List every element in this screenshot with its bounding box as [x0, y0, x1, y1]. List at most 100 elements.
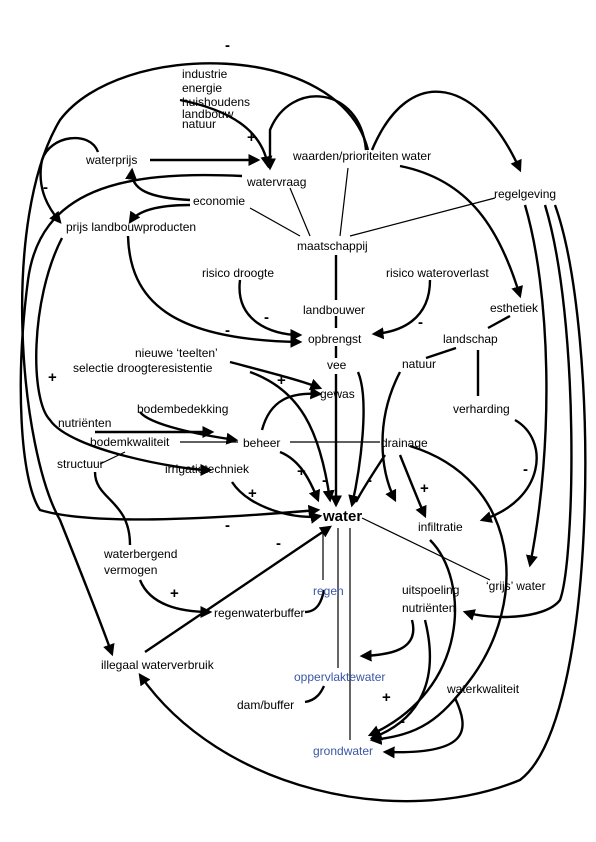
node-nutrienten-uitspoeling[interactable]: nutriënten [402, 601, 455, 615]
node-landbouw[interactable]: landbouw [182, 107, 234, 121]
node-waterbergend[interactable]: waterbergend [103, 547, 177, 561]
node-grondwater[interactable]: grondwater [313, 744, 373, 758]
edge-prijs-water [35, 237, 213, 476]
edge-waterkwaliteit-grondwater [382, 697, 464, 759]
node-esthetiek[interactable]: esthetiek [490, 301, 539, 315]
node-regelgeving[interactable]: regelgeving [494, 187, 556, 201]
edge-teelten-gewas [229, 360, 323, 391]
edge-drainage-water [354, 454, 387, 503]
edge-waarden-watervraag [264, 95, 368, 171]
edge-beheer-gewas [260, 387, 323, 431]
edge-beheer-water [279, 450, 321, 503]
sign-droogte-2: - [264, 309, 269, 326]
sign-verharding: - [523, 461, 528, 478]
edge-overlast-opbrengst [371, 279, 432, 340]
node-energie[interactable]: energie [182, 81, 222, 95]
node-watervraag[interactable]: watervraag [246, 175, 306, 189]
node-water[interactable]: water [322, 508, 362, 525]
edge-infiltratie-grondwater [367, 539, 457, 737]
node-structuur[interactable]: structuur [57, 457, 104, 471]
node-regenwaterbuffer[interactable]: regenwaterbuffer [214, 606, 305, 620]
edge-gewas-water [348, 371, 365, 508]
node-maatschappij[interactable]: maatschappij [297, 239, 368, 253]
node-opbrengst[interactable]: opbrengst [308, 332, 362, 346]
node-irrigatietechniek[interactable]: irrigatietechniek [165, 462, 250, 476]
node-industrie[interactable]: industrie [182, 67, 228, 81]
edge-bodembedekking-beheer [139, 411, 239, 445]
node-illegaal-waterverbruik[interactable]: illegaal waterverbruik [101, 658, 215, 672]
node-risico-wateroverlast[interactable]: risico wateroverlast [386, 266, 489, 280]
edge-economie-waterprijs [125, 167, 191, 202]
node-selectie-droogteresistentie[interactable]: selectie droogteresistentie [73, 361, 213, 375]
node-natuur-top[interactable]: natuur [182, 117, 216, 131]
edges [19, 62, 587, 803]
node-nieuwe-teelten[interactable]: nieuwe ‘teelten’ [135, 346, 218, 360]
node-bodemkwaliteit[interactable]: bodemkwaliteit [90, 435, 170, 449]
edge-regelgeving-grijs [523, 204, 548, 568]
node-uitspoeling[interactable]: uitspoeling [402, 583, 459, 597]
node-waterprijs[interactable]: waterprijs [85, 153, 137, 167]
edge-watervraag-water [19, 173, 321, 521]
nodes: industrie energie huishoudens landbouw n… [57, 67, 556, 758]
edge-regelgeving-nutrienten [462, 204, 573, 621]
sign-beheer-water: + [297, 463, 306, 480]
node-bodembedekking[interactable]: bodembedekking [137, 402, 228, 416]
sign-top: - [225, 37, 230, 54]
edge-watervraag-maatschappij [289, 187, 311, 237]
node-economie[interactable]: economie [193, 194, 245, 208]
node-risico-droogte[interactable]: risico droogte [202, 266, 274, 280]
node-waterkwaliteit[interactable]: waterkwaliteit [446, 682, 520, 696]
sign-teelten: + [277, 372, 286, 389]
edge-drainage-infiltratie [398, 454, 427, 519]
node-infiltratie[interactable]: infiltratie [418, 520, 463, 534]
edge-regelgeving-illegaal [138, 204, 587, 803]
edge-waterbergend-buffer [138, 579, 213, 618]
node-huishoudens[interactable]: huishoudens [182, 95, 250, 109]
node-landschap[interactable]: landschap [443, 332, 498, 346]
sign-waterprijs: - [43, 179, 48, 196]
node-regen[interactable]: regen [313, 584, 344, 598]
node-natuur[interactable]: natuur [402, 357, 436, 371]
edge-waarden-esthetiek [399, 164, 523, 299]
edge-uitspoeling-opp [359, 619, 415, 662]
node-vee[interactable]: vee [327, 358, 347, 372]
edge-dam-opp [304, 685, 326, 704]
node-prijs-landbouwproducten[interactable]: prijs landbouwproducten [66, 220, 196, 234]
sign-drainage-water: - [367, 472, 372, 489]
edge-waarden-illegaal [21, 62, 370, 657]
edge-economie-prijs [128, 203, 191, 224]
node-dam-buffer[interactable]: dam/buffer [237, 698, 294, 712]
node-beheer[interactable]: beheer [243, 436, 280, 450]
node-waarden[interactable]: waarden/prioriteiten water [292, 149, 431, 163]
sign-beheer-water-2: - [322, 472, 327, 489]
node-gewas[interactable]: gewas [320, 387, 355, 401]
edge-bodemkwaliteit-structuur [99, 451, 126, 465]
edge-uitspoeling-grondwater [369, 619, 432, 741]
edge-economie-maatschappij [249, 207, 301, 237]
edge-irrigatie-water [230, 481, 323, 524]
sign-overlast: - [418, 314, 423, 331]
sign-left-water: - [225, 517, 230, 534]
edge-droogte-opbrengst [238, 279, 303, 341]
sign-oppervlaktewater: + [382, 689, 391, 706]
edge-structuur-waterbergend [93, 471, 132, 546]
node-verharding[interactable]: verharding [453, 402, 510, 416]
sign-irrigatie: + [248, 485, 257, 502]
node-oppervlaktewater[interactable]: oppervlaktewater [294, 670, 385, 684]
sign-grondwater: - [400, 713, 405, 730]
edge-prijs-opbrengst [126, 235, 303, 348]
edge-landschap-natuur [425, 346, 457, 360]
sign-waterbergend: + [170, 585, 179, 602]
edge-buffer-regen [304, 589, 326, 614]
edge-sectors-watervraag [179, 98, 273, 169]
edge-verharding-infiltratie [479, 418, 538, 523]
edge-natuur-infiltratie [381, 371, 402, 503]
node-vermogen[interactable]: vermogen [104, 563, 157, 577]
edge-drainage-grondwater [369, 444, 508, 745]
node-grijs-water[interactable]: ‘grijs’ water [486, 579, 546, 593]
node-drainage[interactable]: drainage [381, 436, 428, 450]
node-nutrienten[interactable]: nutriënten [58, 416, 111, 430]
sign-drainage-infiltratie: + [420, 480, 429, 497]
node-landbouwer[interactable]: landbouwer [303, 303, 365, 317]
